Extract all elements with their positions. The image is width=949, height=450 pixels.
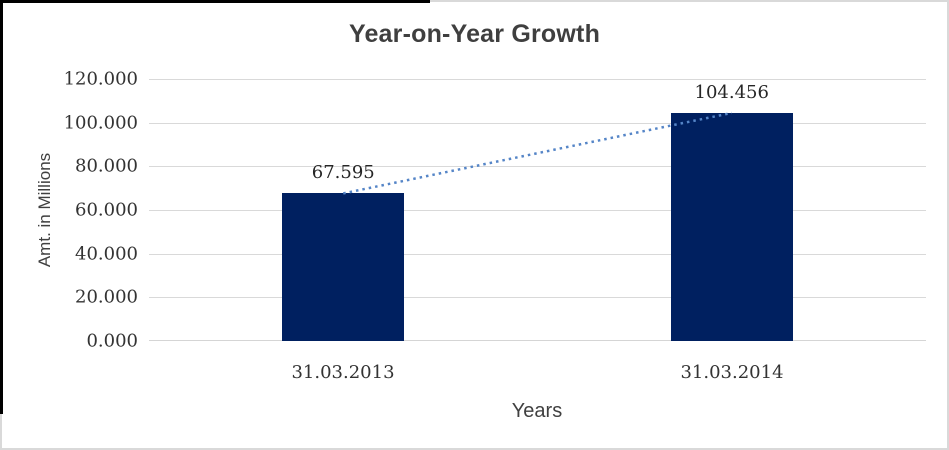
x-category-label: 31.03.2013 — [291, 362, 395, 383]
bar-value-label: 104.456 — [694, 81, 769, 103]
bar — [670, 112, 793, 341]
x-axis-line — [149, 340, 926, 341]
y-tick-label: 120.000 — [63, 68, 138, 90]
trendline — [342, 111, 733, 195]
y-tick-label: 60.000 — [75, 199, 138, 221]
bar-value-label: 67.595 — [311, 162, 375, 184]
gridline — [149, 297, 926, 299]
y-tick-label: 0.000 — [86, 330, 138, 352]
y-axis-tick-labels: 120.000 100.000 80.000 60.000 40.000 20.… — [0, 69, 138, 352]
plot-area: 67.595 104.456 — [149, 79, 926, 341]
y-tick-label: 100.000 — [63, 112, 138, 134]
y-tick-label: 20.000 — [75, 286, 138, 308]
y-tick-label: 80.000 — [75, 155, 138, 177]
gridline — [149, 166, 926, 168]
y-tick-label: 40.000 — [75, 243, 138, 265]
x-category-label: 31.03.2014 — [680, 362, 784, 383]
x-axis-title: Years — [511, 400, 563, 422]
gridline — [149, 253, 926, 255]
gridline — [149, 210, 926, 211]
chart-title: Year-on-Year Growth — [348, 20, 601, 48]
border-black-top — [0, 0, 430, 3]
bar — [282, 193, 405, 341]
gridline — [149, 122, 926, 124]
gridline — [149, 79, 926, 80]
border-black-left — [0, 0, 3, 414]
